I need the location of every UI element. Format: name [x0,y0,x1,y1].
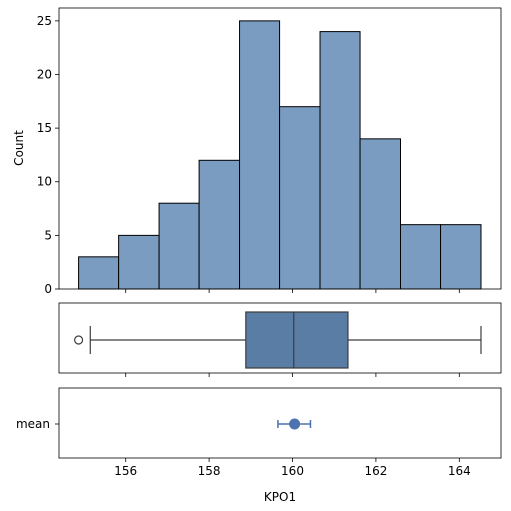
boxplot-panel [58,302,502,377]
mean-elements [277,418,312,430]
mean-frame [58,387,502,459]
histogram-bar [78,256,120,290]
histogram-bar [400,224,442,290]
mean-x-ticks: 156 158 160 162 164 [114,458,471,478]
histogram-y-ticks: 0 5 10 15 20 25 [37,14,59,296]
y-tick-label: 5 [44,228,52,242]
histogram-bars [78,20,482,290]
boxplot-x-ticks [125,373,460,377]
mean-panel: 156 158 160 162 164 mean KPO1 [16,387,502,504]
histogram-bar [279,106,321,290]
histogram-bar [440,224,482,290]
box-iqr [245,311,349,369]
mean-y-ticks: mean [16,417,59,431]
histogram-x-ticks [125,289,460,293]
box-outlier [73,335,84,345]
mean-point [289,418,301,430]
boxplot-elements [73,311,482,369]
x-axis-title: KPO1 [264,490,296,504]
histogram-bar [118,234,160,290]
y-tick-label: 20 [37,67,52,81]
y-tick-label: 25 [37,14,52,28]
y-tick-label: 10 [37,175,52,189]
histogram-bar [198,159,241,290]
histogram-y-axis-title: Count [12,130,26,166]
x-tick-label: 156 [114,464,137,478]
mean-y-tick-label: mean [16,417,50,431]
y-tick-label: 0 [44,282,52,296]
boxplot-frame [58,302,502,374]
histogram-bar [239,20,281,290]
x-tick-label: 164 [448,464,471,478]
x-tick-label: 160 [281,464,304,478]
x-tick-label: 158 [198,464,221,478]
y-tick-label: 15 [37,121,52,135]
histogram-bar [359,138,402,290]
x-tick-label: 162 [364,464,387,478]
histogram-panel: 0 5 10 15 20 25 Count [12,7,502,296]
histogram-bar [319,31,361,290]
histogram-bar [158,202,200,290]
